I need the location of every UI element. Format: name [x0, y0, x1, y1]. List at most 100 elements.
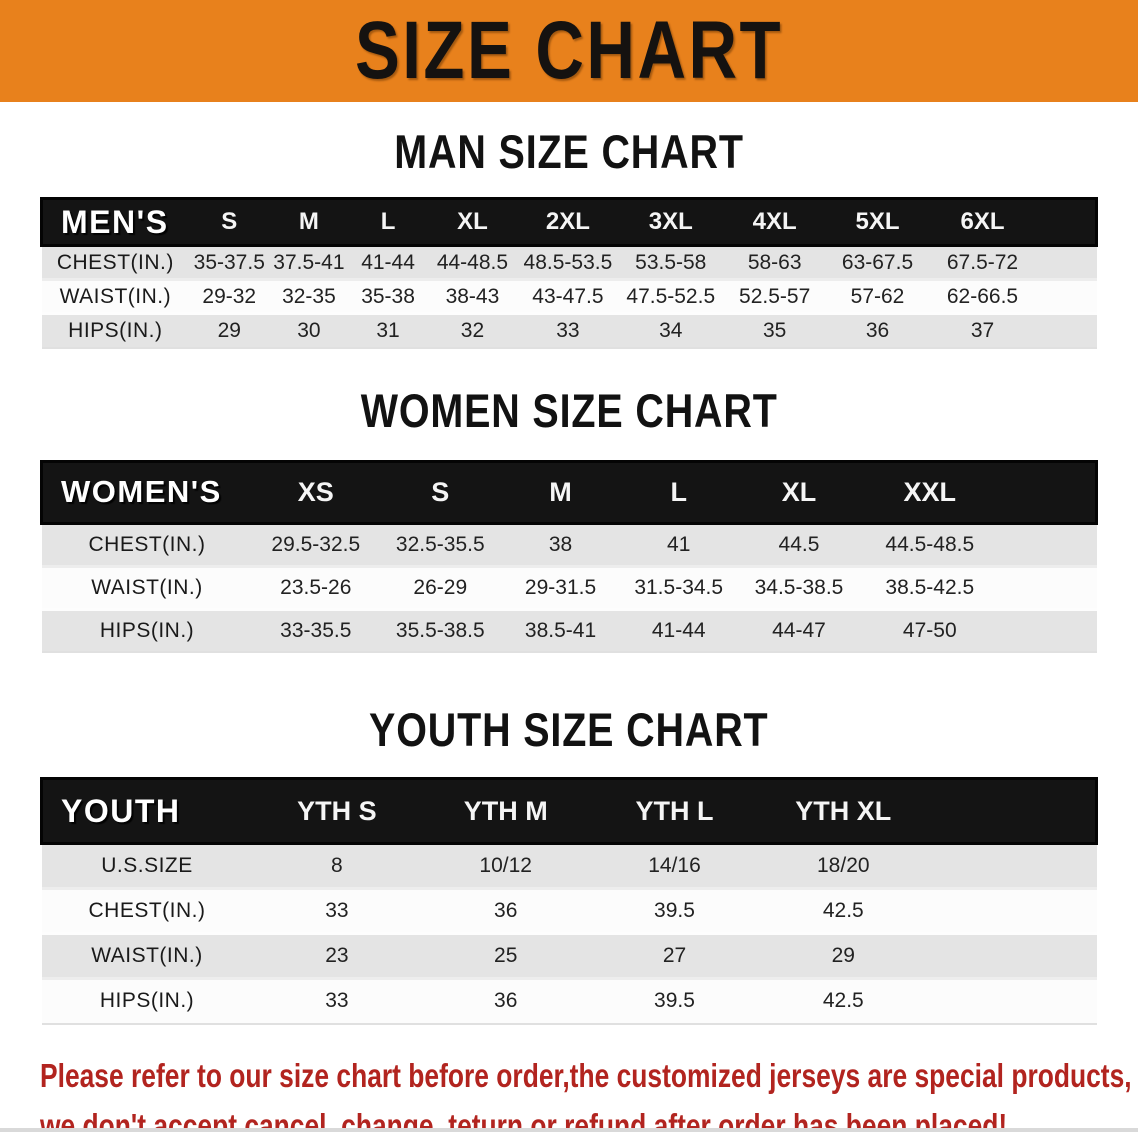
size-value: 57-62	[826, 278, 929, 314]
youth-size-table: YOUTH YTH S YTH M YTH L YTH XL U.S.SIZE 8 10/12…	[40, 777, 1098, 1025]
row-label: WAIST(IN.)	[41, 564, 253, 609]
banner-title: SIZE CHART	[354, 5, 784, 96]
header-filler-cell	[927, 777, 1098, 845]
size-column-header: 2XL	[517, 197, 619, 247]
section-women: WOMEN SIZE CHART WOMEN'S XS S M L XL XXL CHEST(…	[0, 387, 1138, 653]
table-header-row: YOUTH YTH S YTH M YTH L YTH XL	[40, 777, 1098, 845]
table-corner-label: WOMEN'S	[40, 459, 253, 525]
size-value: 44-48.5	[427, 244, 518, 280]
size-value: 38.5-42.5	[860, 564, 1000, 609]
row-filler-cell	[927, 842, 1097, 889]
row-label: CHEST(IN.)	[41, 887, 253, 934]
size-value: 44-47	[737, 607, 861, 652]
size-column-header: M	[269, 197, 349, 247]
size-value: 29.5-32.5	[252, 521, 380, 566]
size-value: 38	[501, 521, 620, 566]
row-filler-cell	[999, 564, 1097, 609]
size-value: 32.5-35.5	[379, 521, 502, 566]
size-value: 33	[517, 312, 619, 348]
youth-section-heading: YOUTH SIZE CHART	[0, 706, 1138, 753]
row-filler-cell	[927, 977, 1097, 1024]
women-size-table: WOMEN'S XS S M L XL XXL CHEST(IN.) 29.5-32.5 32.5…	[40, 459, 1099, 653]
size-value: 29	[189, 312, 270, 348]
size-column-header: XS	[252, 459, 380, 525]
size-value: 27	[590, 932, 759, 979]
row-label: CHEST(IN.)	[41, 244, 190, 280]
size-value: 38.5-41	[501, 607, 620, 652]
table-row: U.S.SIZE 8 10/12 14/16 18/20	[41, 842, 1097, 889]
section-youth: YOUTH SIZE CHART YOUTH YTH S YTH M YTH L YTH…	[0, 706, 1138, 1025]
size-value: 10/12	[421, 842, 591, 889]
footnote: Please refer to our size chart before or…	[40, 1051, 1138, 1132]
table-header-row: MEN'S S M L XL 2XL 3XL 4XL 5XL 6XL	[40, 197, 1099, 247]
table-row: HIPS(IN.) 33-35.5 35.5-38.5 38.5-41 41-44 44-…	[41, 607, 1097, 652]
footnote-line-1: Please refer to our size chart before or…	[40, 1056, 1132, 1094]
row-label: U.S.SIZE	[41, 842, 253, 889]
row-filler-cell	[1036, 312, 1097, 348]
table-corner-label: YOUTH	[40, 777, 253, 845]
size-value: 8	[252, 842, 422, 889]
women-section-heading: WOMEN SIZE CHART	[0, 387, 1138, 434]
table-row: CHEST(IN.) 33 36 39.5 42.5	[41, 887, 1097, 934]
size-value: 35-38	[348, 278, 428, 314]
size-column-header: YTH XL	[758, 777, 928, 845]
row-filler-cell	[999, 607, 1097, 652]
women-section-heading-text: WOMEN SIZE CHART	[360, 383, 778, 437]
table-row: CHEST(IN.) 29.5-32.5 32.5-35.5 38 41 44.5 44.5…	[41, 521, 1097, 566]
section-men: MAN SIZE CHART MEN'S S M L XL 2XL 3XL 4XL 5XL 6XL…	[0, 128, 1138, 349]
size-value: 38-43	[427, 278, 518, 314]
size-chart-banner: SIZE CHART	[0, 0, 1138, 102]
size-value: 35-37.5	[189, 244, 270, 280]
size-value: 47.5-52.5	[618, 278, 723, 314]
size-value: 62-66.5	[928, 278, 1037, 314]
row-label: HIPS(IN.)	[41, 312, 190, 348]
table-row: HIPS(IN.) 33 36 39.5 42.5	[41, 977, 1097, 1024]
size-value: 42.5	[758, 887, 928, 934]
size-column-header: S	[189, 197, 270, 247]
size-value: 29	[758, 932, 928, 979]
row-label: HIPS(IN.)	[41, 607, 253, 652]
size-column-header: YTH S	[252, 777, 422, 845]
size-value: 48.5-53.5	[517, 244, 619, 280]
row-filler-cell	[1036, 244, 1097, 280]
table-row: WAIST(IN.) 23 25 27 29	[41, 932, 1097, 979]
size-value: 41	[619, 521, 738, 566]
youth-section-heading-text: YOUTH SIZE CHART	[369, 703, 769, 756]
size-column-header: YTH M	[421, 777, 591, 845]
row-label: WAIST(IN.)	[41, 278, 190, 314]
size-column-header: 6XL	[928, 197, 1037, 247]
size-value: 26-29	[379, 564, 502, 609]
row-filler-cell	[1036, 278, 1097, 314]
size-value: 34	[618, 312, 723, 348]
size-column-header: XXL	[860, 459, 1000, 525]
size-value: 14/16	[590, 842, 759, 889]
size-value: 37.5-41	[269, 244, 349, 280]
size-value: 63-67.5	[826, 244, 929, 280]
bottom-divider	[0, 1128, 1138, 1132]
size-value: 34.5-38.5	[737, 564, 861, 609]
row-label: HIPS(IN.)	[41, 977, 253, 1024]
men-size-table: MEN'S S M L XL 2XL 3XL 4XL 5XL 6XL CHEST(IN.) 35-37…	[40, 197, 1099, 349]
size-value: 35	[722, 312, 827, 348]
table-row: WAIST(IN.) 29-32 32-35 35-38 38-43 43-47.5 47.…	[41, 278, 1097, 314]
size-value: 44.5	[737, 521, 861, 566]
size-value: 25	[421, 932, 591, 979]
size-column-header: YTH L	[590, 777, 759, 845]
size-value: 33-35.5	[252, 607, 380, 652]
size-value: 36	[421, 887, 591, 934]
size-value: 29-31.5	[501, 564, 620, 609]
size-column-header: 5XL	[826, 197, 929, 247]
size-value: 58-63	[722, 244, 827, 280]
row-filler-cell	[927, 887, 1097, 934]
size-value: 39.5	[590, 977, 759, 1024]
size-value: 32-35	[269, 278, 349, 314]
table-row: CHEST(IN.) 35-37.5 37.5-41 41-44 44-48.5 48.5…	[41, 244, 1097, 280]
table-row: WAIST(IN.) 23.5-26 26-29 29-31.5 31.5-34.5 34…	[41, 564, 1097, 609]
size-value: 41-44	[348, 244, 428, 280]
size-value: 36	[826, 312, 929, 348]
size-value: 33	[252, 887, 422, 934]
size-column-header: 4XL	[722, 197, 827, 247]
size-value: 43-47.5	[517, 278, 619, 314]
size-value: 67.5-72	[928, 244, 1037, 280]
